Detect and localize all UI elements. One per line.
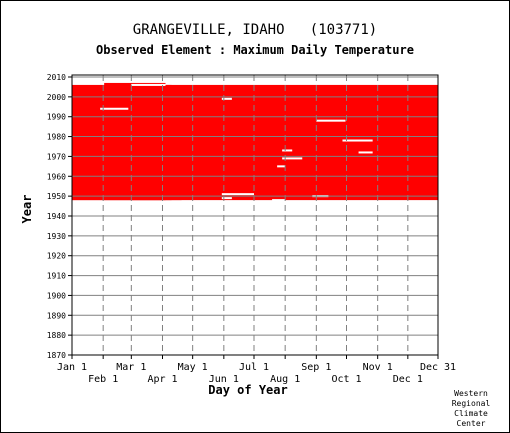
credit-line: Regional (451, 399, 491, 408)
data-block (104, 82, 166, 201)
y-tick-label: 1980 (47, 133, 66, 142)
y-tick-label: 1910 (47, 272, 66, 281)
x-tick-label: Aug 1 (270, 374, 300, 385)
missing-segment (342, 139, 373, 142)
missing-segment (100, 107, 129, 110)
data-coverage (72, 82, 439, 202)
x-tick-label: Jan 1 (57, 362, 87, 373)
x-tick-label: Dec 31 (420, 362, 456, 373)
x-tick-label: Dec 1 (393, 374, 423, 385)
y-tick-label: 2010 (47, 73, 66, 82)
chart-subtitle: Observed Element : Maximum Daily Tempera… (96, 43, 414, 57)
data-block (131, 84, 439, 201)
y-tick-label: 1990 (47, 113, 66, 122)
y-tick-label: 1970 (47, 152, 66, 161)
x-tick-label: Nov 1 (363, 362, 393, 373)
missing-segment (316, 119, 346, 122)
missing-segment (282, 157, 303, 160)
wrcc-credit: Western Regional Climate Center (448, 389, 494, 429)
credit-line: Western (454, 389, 488, 398)
missing-segment (358, 151, 373, 154)
missing-segment (221, 197, 232, 200)
y-axis-label: Year (20, 195, 34, 224)
y-tick-label: 1950 (47, 192, 66, 201)
x-tick-label: Jul 1 (239, 362, 269, 373)
credit-line: Climate (454, 409, 488, 418)
chart-title: GRANGEVILLE, IDAHO (103771) (132, 22, 378, 38)
missing-segment (277, 165, 286, 168)
y-tick-label: 1940 (47, 212, 66, 221)
missing-segment (221, 193, 254, 196)
grid-lines (72, 75, 438, 356)
missing-segment (272, 199, 286, 202)
y-tick-label: 1930 (47, 232, 66, 241)
x-tick-label: Apr 1 (147, 374, 177, 385)
y-tick-label: 1960 (47, 172, 66, 181)
x-tick-label: May 1 (178, 362, 208, 373)
missing-segment (282, 149, 293, 152)
x-tick-label: Oct 1 (331, 374, 361, 385)
x-tick-label: Sep 1 (301, 362, 331, 373)
missing-segment (221, 97, 232, 100)
x-tick-label: Feb 1 (88, 374, 118, 385)
x-tick-label: Jun 1 (209, 374, 239, 385)
y-tick-label: 1920 (47, 252, 66, 261)
missing-segment (131, 83, 166, 86)
credit-line: Center (456, 419, 486, 428)
y-tick-label: 1890 (47, 311, 66, 320)
x-tick-label: Mar 1 (116, 362, 146, 373)
y-tick-label: 2000 (47, 93, 66, 102)
axes: 1870 1880 1890 1900 1910 1920 1930 1940 1950 1960… (47, 73, 456, 385)
y-tick-label: 1870 (47, 351, 66, 360)
plot-border (71, 74, 439, 356)
x-axis-label: Day of Year (208, 383, 287, 397)
y-tick-label: 1900 (47, 291, 66, 300)
y-tick-label: 1880 (47, 331, 66, 340)
